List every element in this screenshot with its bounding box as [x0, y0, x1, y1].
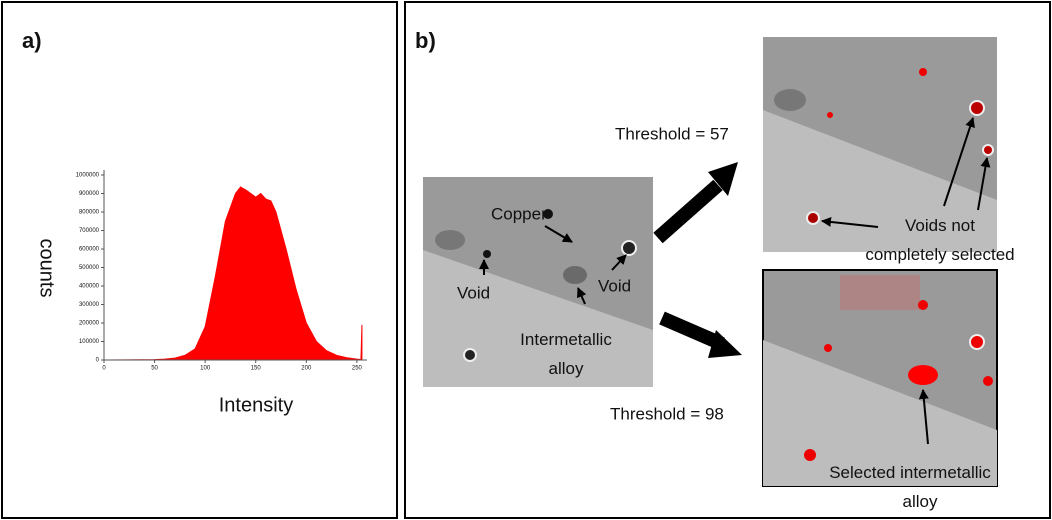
x-tick-label: 50	[151, 366, 158, 372]
histogram: 0 100000 200000 300000 400000 500000 600000 700…	[76, 170, 367, 372]
y-tick-label: 800000	[79, 210, 100, 216]
panel-label: b)	[415, 28, 436, 53]
panel-b-border	[404, 1, 1051, 519]
y-tick-label: 400000	[79, 284, 100, 290]
y-axis-label: counts	[36, 239, 58, 298]
x-tick-label: 100	[200, 366, 211, 372]
y-tick-label: 600000	[79, 247, 100, 253]
panel-a-border	[1, 1, 398, 519]
annotation: Voids not completely selected	[865, 216, 1014, 264]
x-tick-label: 150	[251, 366, 262, 372]
micrograph	[762, 269, 998, 487]
annotation: Void	[598, 276, 631, 295]
annotation: Void	[457, 283, 490, 302]
annotation: Selected intermetallic alloy	[829, 463, 991, 511]
x-axis-label: Intensity	[219, 394, 293, 416]
micrograph	[423, 177, 653, 387]
y-tick-label: 0	[96, 358, 100, 364]
annotation: Copper	[491, 204, 547, 223]
annotation: Threshold = 57	[615, 124, 729, 143]
x-tick-label: 0	[102, 366, 106, 372]
x-tick-label: 200	[301, 366, 312, 372]
y-tick-label: 900000	[79, 191, 100, 197]
micrograph	[763, 37, 997, 252]
y-tick-label: 200000	[79, 321, 100, 327]
annotation: Intermetallic alloy	[520, 330, 612, 378]
y-tick-label: 1000000	[76, 173, 100, 179]
y-tick-label: 300000	[79, 302, 100, 308]
x-tick-label: 250	[352, 366, 363, 372]
y-tick-label: 700000	[79, 228, 100, 234]
y-tick-label: 100000	[79, 339, 100, 345]
area	[103, 186, 363, 361]
y-tick-label: 500000	[79, 265, 100, 271]
annotation: Threshold = 98	[610, 404, 724, 423]
panel-label: a)	[22, 28, 42, 53]
